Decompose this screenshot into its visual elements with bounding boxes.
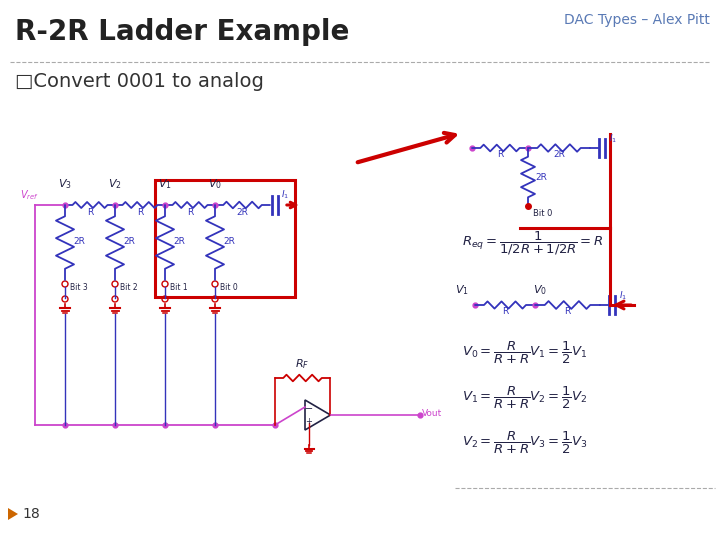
Text: 2R: 2R	[123, 238, 135, 246]
Text: 18: 18	[22, 507, 40, 521]
Text: Bit 0: Bit 0	[533, 209, 552, 218]
Text: 2R: 2R	[223, 238, 235, 246]
Text: $V_0$: $V_0$	[533, 283, 547, 297]
Text: $V_1 = \dfrac{R}{R+R}V_2 = \dfrac{1}{2}V_2$: $V_1 = \dfrac{R}{R+R}V_2 = \dfrac{1}{2}V…	[462, 385, 588, 411]
Text: Bit 3: Bit 3	[70, 284, 88, 293]
Text: 2R: 2R	[535, 172, 547, 181]
Text: Bit 0: Bit 0	[220, 284, 238, 293]
Bar	[155, 180, 295, 297]
Polygon shape	[8, 508, 18, 520]
Text: 2R: 2R	[553, 150, 565, 159]
Text: $I_1$: $I_1$	[609, 133, 617, 145]
Text: $V_0$: $V_0$	[208, 177, 222, 191]
Text: $R_F$: $R_F$	[295, 357, 310, 371]
Text: R: R	[137, 208, 143, 217]
Text: $V_{ref}$: $V_{ref}$	[20, 188, 39, 202]
Text: $I_1$: $I_1$	[619, 290, 627, 302]
Text: $R_{eq} = \dfrac{1}{1/2R+1/2R} = R$: $R_{eq} = \dfrac{1}{1/2R+1/2R} = R$	[462, 230, 603, 257]
Text: 2R: 2R	[73, 238, 85, 246]
Text: +: +	[305, 416, 312, 426]
Text: $I_1$: $I_1$	[281, 189, 289, 201]
Text: R: R	[187, 208, 193, 217]
Text: Vout: Vout	[422, 408, 442, 417]
Text: R-2R Ladder Example: R-2R Ladder Example	[15, 18, 349, 46]
Text: Bit 1: Bit 1	[170, 284, 188, 293]
Text: R: R	[564, 307, 571, 316]
Text: $V_2 = \dfrac{R}{R+R}V_3 = \dfrac{1}{2}V_3$: $V_2 = \dfrac{R}{R+R}V_3 = \dfrac{1}{2}V…	[462, 430, 588, 456]
Text: □Convert 0001 to analog: □Convert 0001 to analog	[15, 72, 264, 91]
Text: $V_3$: $V_3$	[58, 177, 72, 191]
Text: $V_1$: $V_1$	[158, 177, 172, 191]
Text: R: R	[497, 150, 503, 159]
Text: Bit 2: Bit 2	[120, 284, 138, 293]
Text: DAC Types – Alex Pitt: DAC Types – Alex Pitt	[564, 13, 710, 27]
Text: −: −	[305, 404, 313, 414]
Text: $V_0 = \dfrac{R}{R+R}V_1 = \dfrac{1}{2}V_1$: $V_0 = \dfrac{R}{R+R}V_1 = \dfrac{1}{2}V…	[462, 340, 588, 366]
Text: R: R	[87, 208, 93, 217]
Text: $V_1$: $V_1$	[455, 283, 469, 297]
Text: R: R	[502, 307, 508, 316]
Text: $V_2$: $V_2$	[108, 177, 122, 191]
Text: 2R: 2R	[237, 208, 248, 217]
Text: 2R: 2R	[173, 238, 185, 246]
